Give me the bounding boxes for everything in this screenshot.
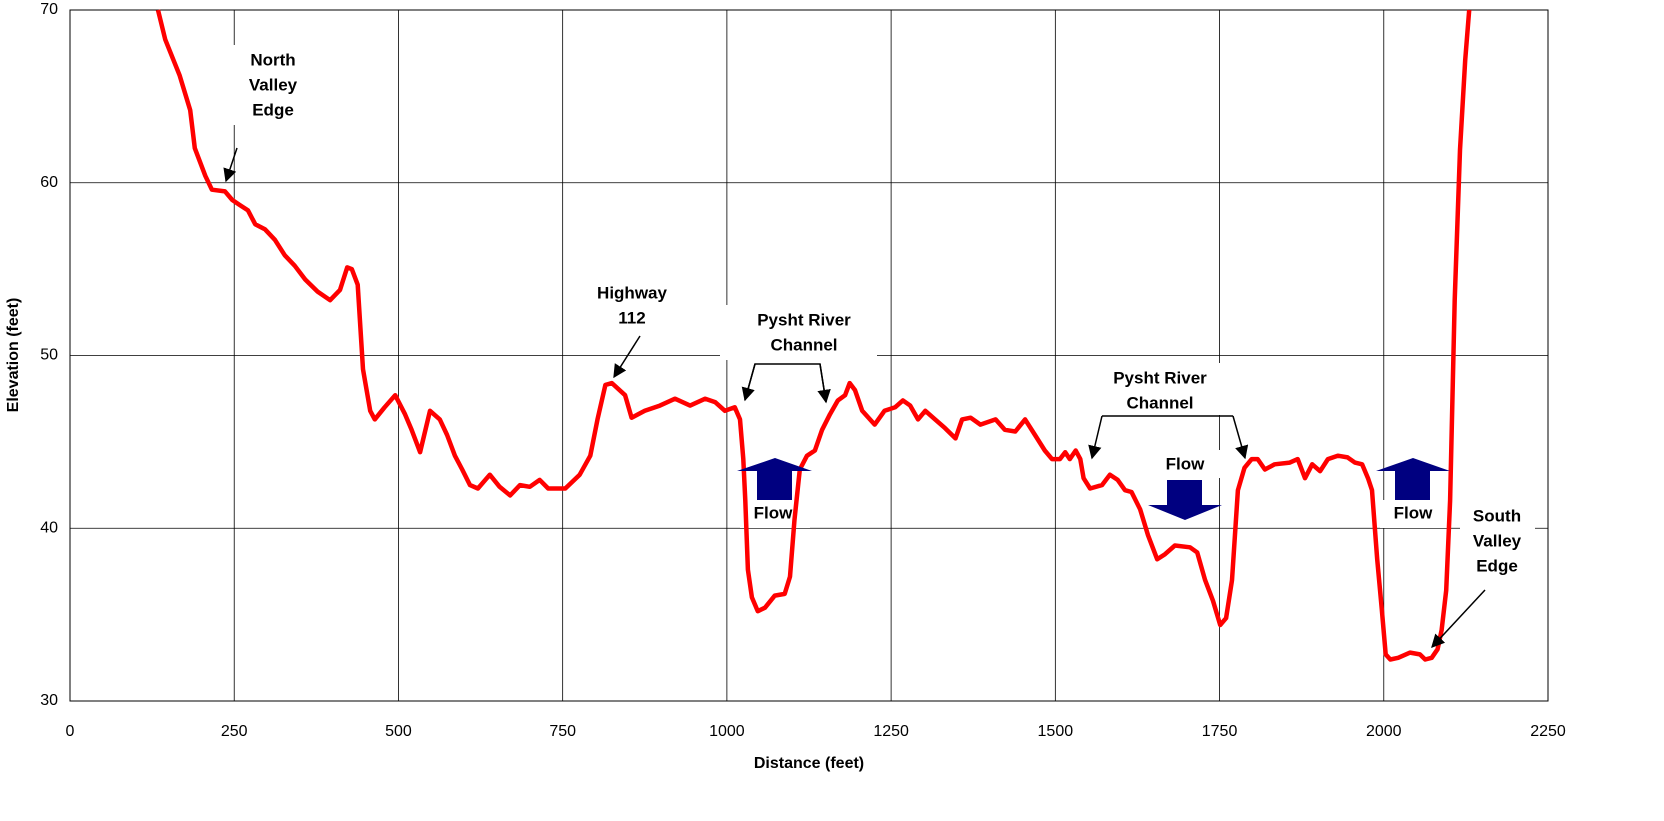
annotation: Valley xyxy=(249,75,298,94)
y-tick-label: 50 xyxy=(40,347,58,364)
annotation: 112 xyxy=(618,308,645,327)
elevation-line xyxy=(155,9,1472,662)
x-tick-label: 250 xyxy=(221,723,248,740)
x-tick-label: 0 xyxy=(66,723,75,740)
x-tick-label: 500 xyxy=(385,723,412,740)
x-tick-label: 1000 xyxy=(709,723,745,740)
annotation: Edge xyxy=(1476,556,1518,575)
annotation: Flow xyxy=(1394,503,1433,522)
annotation: Flow xyxy=(1166,454,1205,473)
annotation: Edge xyxy=(252,100,294,119)
y-tick-label: 40 xyxy=(40,519,58,536)
x-tick-label: 2250 xyxy=(1530,723,1566,740)
y-tick-label: 60 xyxy=(40,174,58,191)
annotation-arrows xyxy=(223,147,1486,648)
annotation: Flow xyxy=(754,503,793,522)
annotation: Pysht River xyxy=(1113,368,1207,387)
flow-arrows xyxy=(737,458,1450,520)
annotation: Pysht River xyxy=(757,310,851,329)
y-tick-label: 70 xyxy=(40,1,58,18)
annotation: North xyxy=(250,50,295,69)
annotation: South xyxy=(1473,506,1521,525)
x-tick-label: 2000 xyxy=(1366,723,1402,740)
y-axis-title: Elevation (feet) xyxy=(5,298,22,413)
annotation: Channel xyxy=(1126,393,1193,412)
annotation: Channel xyxy=(770,335,837,354)
x-tick-label: 1500 xyxy=(1038,723,1074,740)
annotation: Highway xyxy=(597,283,667,302)
x-tick-label: 1250 xyxy=(873,723,909,740)
x-tick-label: 750 xyxy=(549,723,576,740)
plot-frame xyxy=(69,9,1549,702)
y-tick-label: 30 xyxy=(40,692,58,709)
x-tick-label: 1750 xyxy=(1202,723,1238,740)
annotation: Valley xyxy=(1473,531,1522,550)
x-axis-title: Distance (feet) xyxy=(754,755,864,772)
